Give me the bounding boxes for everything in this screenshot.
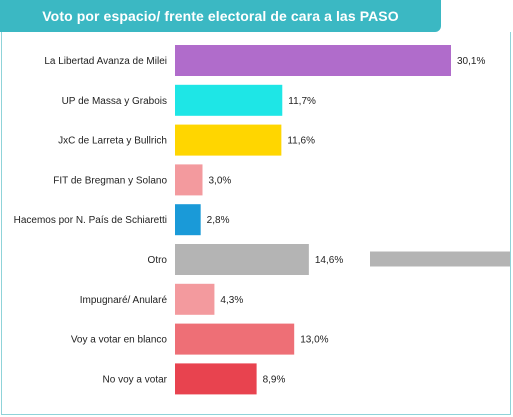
bar-fit-de-bregman-y-solano: [175, 164, 203, 196]
title-banner: [0, 0, 441, 32]
bars-layer: [175, 45, 510, 395]
bar-impugnare-anulare: [175, 283, 215, 315]
bar-voy-a-votar-en-blanco: [175, 323, 295, 355]
value-label-jxc-de-larreta-y-bullrich: 11,6%: [287, 136, 315, 147]
bar-no-voy-a-votar: [175, 363, 257, 395]
value-label-hacemos-por-n-pais-de-schiaretti: 2,8%: [207, 215, 230, 226]
category-label-voy-a-votar-en-blanco: Voy a votar en blanco: [71, 335, 168, 346]
value-label-otro: 14,6%: [315, 255, 343, 266]
chart-title: Voto por espacio/ frente electoral de ca…: [42, 8, 399, 24]
category-label-otro: Otro: [148, 255, 168, 266]
chart-frame: [1, 32, 511, 415]
bar-la-libertad-avanza-de-milei: [175, 45, 451, 76]
bar-otro: [175, 244, 309, 275]
bar-up-de-massa-y-grabois: [175, 84, 283, 116]
value-label-no-voy-a-votar: 8,9%: [263, 374, 286, 385]
bar-hacemos-por-n-pais-de-schiaretti: [175, 204, 201, 236]
value-label-fit-de-bregman-y-solano: 3,0%: [209, 175, 232, 186]
category-label-jxc-de-larreta-y-bullrich: JxC de Larreta y Bullrich: [58, 136, 167, 147]
value-label-voy-a-votar-en-blanco: 13,0%: [300, 335, 328, 346]
otro-extra-line: [370, 251, 510, 267]
value-labels: 30,1% 11,7% 11,6% 3,0% 2,8% 14,6% 4,3% 13,0% 8,9…: [207, 56, 486, 385]
value-label-up-de-massa-y-grabois: 11,7%: [288, 96, 316, 107]
category-label-up-de-massa-y-grabois: UP de Massa y Grabois: [62, 96, 167, 107]
value-label-la-libertad-avanza-de-milei: 30,1%: [457, 56, 485, 67]
category-label-fit-de-bregman-y-solano: FIT de Bregman y Solano: [53, 175, 167, 186]
value-label-impugnare-anulare: 4,3%: [220, 295, 243, 306]
category-label-impugnare-anulare: Impugnaré/ Anularé: [80, 295, 168, 306]
category-labels: La Libertad Avanza de Milei UP de Massa y…: [14, 56, 168, 385]
bar-jxc-de-larreta-y-bullrich: [175, 124, 282, 156]
category-label-no-voy-a-votar: No voy a votar: [103, 374, 168, 385]
category-label-la-libertad-avanza-de-milei: La Libertad Avanza de Milei: [44, 56, 167, 67]
category-label-hacemos-por-n-pais-de-schiaretti: Hacemos por N. País de Schiaretti: [14, 215, 167, 226]
